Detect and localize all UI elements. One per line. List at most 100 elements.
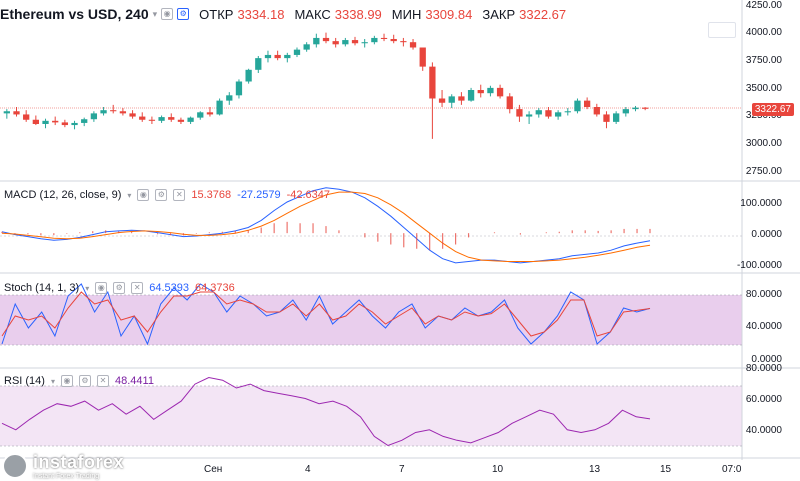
candle-body	[32, 119, 39, 124]
eye-icon[interactable]: ◉	[60, 375, 73, 387]
stoch-tick-label: 40.0000	[745, 321, 782, 332]
candle-body	[448, 96, 455, 103]
candle-body	[284, 54, 291, 59]
stoch-tick-label: 80.0000	[745, 289, 782, 300]
high-value: 3338.99	[334, 6, 382, 22]
eye-icon[interactable]: ◉	[161, 8, 174, 20]
settings-icon[interactable]: ⚙	[177, 8, 190, 20]
y-tick-label: 3750.00	[745, 55, 782, 66]
rsi-label[interactable]: RSI (14)	[4, 375, 45, 387]
macd-label[interactable]: MACD (12, 26, close, 9)	[4, 189, 122, 201]
candle-body	[390, 39, 397, 42]
brand-watermark: instaforex Instant Forex Trading	[2, 452, 124, 480]
candle-body	[380, 37, 388, 39]
candle-body	[119, 111, 127, 114]
chevron-down-icon[interactable]: ▾	[127, 190, 132, 200]
x-tick-label: 7	[399, 464, 405, 475]
candle-body	[545, 110, 552, 117]
maximize-icon[interactable]	[708, 22, 736, 38]
candle-body	[168, 117, 175, 120]
candle-body	[342, 40, 349, 45]
close-icon[interactable]: ✕	[173, 189, 186, 201]
candle-body	[3, 111, 10, 114]
candle-body	[554, 112, 562, 117]
candle-body	[574, 100, 581, 112]
stoch-label[interactable]: Stoch (14, 1, 3)	[4, 282, 80, 294]
candle-body	[52, 120, 59, 123]
stoch-d-value: 64.3736	[195, 282, 235, 294]
rsi-band	[0, 386, 742, 446]
last-price-tag: 3322.67	[751, 103, 794, 116]
symbol-title[interactable]: Ethereum vs USD, 240	[0, 6, 149, 22]
candle-body	[535, 110, 542, 115]
settings-icon[interactable]: ⚙	[78, 375, 91, 387]
y-tick-label: 4250.00	[745, 0, 782, 11]
watermark-tagline: Instant Forex Trading	[33, 473, 100, 480]
candle-body	[139, 116, 146, 120]
price-pane	[0, 0, 742, 180]
y-tick-label: 2750.00	[745, 166, 782, 177]
open-value: 3334.18	[237, 6, 285, 22]
candle-body	[525, 114, 533, 117]
close-icon[interactable]: ✕	[131, 282, 144, 294]
close-icon[interactable]: ✕	[96, 375, 109, 387]
candle-body	[187, 117, 194, 122]
candle-body	[371, 37, 378, 43]
candle-body	[293, 49, 301, 55]
high-label: МАКС	[294, 6, 331, 22]
rsi-value: 48.4411	[114, 375, 154, 387]
candle-body	[642, 107, 649, 109]
macd-tick-label: -100.0000	[736, 260, 782, 271]
macd-tick-label: 100.0000	[740, 198, 782, 209]
y-tick-label: 3000.00	[745, 138, 782, 149]
candle-body	[487, 87, 494, 94]
x-tick-label: 4	[305, 464, 311, 475]
x-tick-label: 10	[492, 464, 504, 475]
candle-body	[177, 119, 185, 122]
candle-body	[90, 113, 98, 120]
candle-body	[81, 119, 88, 123]
macd-tick-label: 0.0000	[751, 229, 782, 240]
candle-body	[467, 90, 475, 101]
chevron-down-icon[interactable]: ▾	[50, 376, 55, 386]
macd-signal-value: -42.6347	[286, 189, 331, 201]
instaforex-logo-icon	[2, 453, 28, 479]
settings-icon[interactable]: ⚙	[113, 282, 126, 294]
y-tick-label: 4000.00	[745, 27, 782, 38]
candle-body	[613, 113, 620, 122]
watermark-name: instaforex	[33, 452, 125, 472]
candle-body	[429, 66, 436, 99]
chevron-down-icon[interactable]: ▾	[85, 283, 90, 293]
candle-body	[206, 112, 214, 115]
settings-icon[interactable]: ⚙	[155, 189, 168, 201]
y-tick-label: 3500.00	[745, 83, 782, 94]
candle-body	[322, 37, 330, 42]
candle-body	[23, 114, 30, 120]
candle-body	[148, 119, 156, 121]
eye-icon[interactable]: ◉	[95, 282, 108, 294]
rsi-tick-label: 40.0000	[745, 425, 782, 436]
candle-body	[583, 100, 591, 107]
candle-body	[332, 41, 339, 45]
low-label: МИН	[391, 6, 422, 22]
candle-body	[477, 90, 484, 94]
eye-icon[interactable]: ◉	[137, 189, 150, 201]
candle-body	[71, 122, 78, 126]
candle-body	[226, 95, 233, 101]
candle-body	[274, 54, 281, 59]
candle-body	[593, 107, 600, 115]
open-label: ОТКР	[199, 6, 234, 22]
rsi-series-line	[1, 376, 651, 447]
chevron-down-icon[interactable]: ▾	[152, 8, 158, 19]
macd-legend: MACD (12, 26, close, 9) ▾ ◉ ⚙ ✕ 15.3768 …	[4, 189, 330, 201]
candle-body	[313, 37, 320, 45]
candle-body	[632, 107, 639, 110]
macd-series-line	[1, 191, 651, 262]
candle-body	[264, 54, 272, 59]
stoch-legend: Stoch (14, 1, 3) ▾ ◉ ⚙ ✕ 64.5393 64.3736	[4, 282, 235, 294]
candle-body	[603, 114, 610, 122]
candle-body	[400, 41, 407, 43]
candle-body	[516, 109, 523, 117]
